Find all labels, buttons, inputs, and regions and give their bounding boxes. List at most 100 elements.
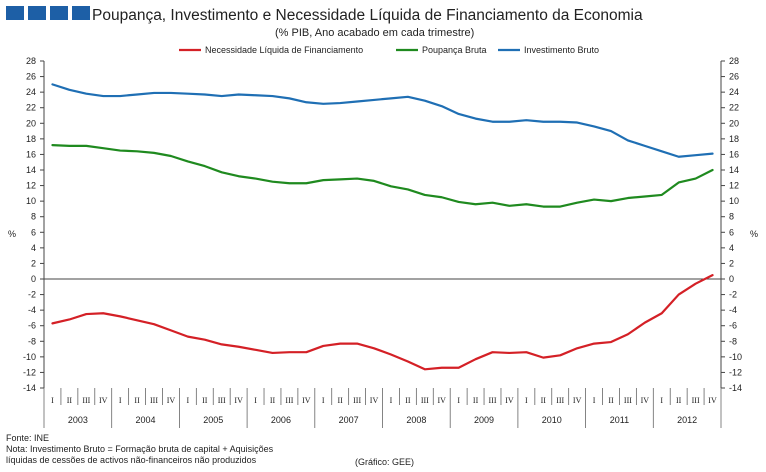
chart-title: Poupança, Investimento e Necessidade Líq… [92, 7, 643, 24]
y-tick-label-right: 12 [729, 181, 739, 191]
x-year-label: 2004 [136, 415, 156, 425]
x-quarter-label: II [405, 396, 411, 405]
x-quarter-label: III [692, 396, 700, 405]
y-tick-label-left: 22 [26, 103, 36, 113]
x-quarter-label: IV [370, 396, 379, 405]
x-quarter-label: III [285, 396, 293, 405]
x-year-label: 2009 [474, 415, 494, 425]
x-quarter-label: III [82, 396, 90, 405]
x-quarter-label: II [608, 396, 614, 405]
x-quarter-label: III [353, 396, 361, 405]
y-tick-label-right: 0 [729, 274, 734, 284]
y-tick-label-left: -10 [23, 352, 36, 362]
x-quarter-label: I [593, 396, 596, 405]
y-tick-label-left: 10 [26, 196, 36, 206]
y-tick-label-left: 24 [26, 87, 36, 97]
y-tick-label-right: 2 [729, 258, 734, 268]
y-tick-label-left: 28 [26, 56, 36, 66]
y-tick-label-left: -14 [23, 383, 36, 393]
y-tick-label-right: -2 [729, 290, 737, 300]
y-tick-label-right: 8 [729, 212, 734, 222]
x-quarter-label: IV [234, 396, 243, 405]
x-quarter-label: IV [573, 396, 582, 405]
y-tick-label-right: -12 [729, 367, 742, 377]
x-quarter-label: IV [438, 396, 447, 405]
brand-block [72, 6, 90, 20]
source-note: Fonte: INE [6, 433, 50, 443]
brand-block [28, 6, 46, 20]
x-quarter-label: III [556, 396, 564, 405]
brand-blocks [6, 6, 90, 20]
y-tick-label-right: 20 [729, 118, 739, 128]
definition-note-line2: líquidas de cessões de activos não-finan… [6, 455, 257, 465]
x-quarter-label: II [67, 396, 73, 405]
x-quarter-label: IV [505, 396, 514, 405]
y-unit-label-left: % [8, 229, 16, 239]
y-tick-label-left: 12 [26, 181, 36, 191]
y-tick-label-right: -4 [729, 305, 737, 315]
y-tick-label-left: 8 [31, 212, 36, 222]
y-tick-label-right: -6 [729, 321, 737, 331]
x-quarter-label: IV [641, 396, 650, 405]
y-tick-label-left: 14 [26, 165, 36, 175]
x-quarter-label: III [421, 396, 429, 405]
y-unit-label-right: % [750, 229, 758, 239]
series-line-poupanca [51, 143, 714, 208]
x-quarter-label: III [150, 396, 158, 405]
x-year-label: 2011 [610, 415, 629, 425]
y-tick-label-left: 18 [26, 134, 36, 144]
y-tick-label-left: -6 [28, 321, 36, 331]
y-tick-label-right: -14 [729, 383, 742, 393]
x-quarter-label: II [541, 396, 547, 405]
y-tick-label-left: -12 [23, 367, 36, 377]
x-quarter-label: II [338, 396, 344, 405]
brand-block [6, 6, 24, 20]
y-tick-label-right: -8 [729, 336, 737, 346]
y-tick-label-left: 16 [26, 149, 36, 159]
x-quarter-label: II [202, 396, 208, 405]
y-tick-label-right: 26 [729, 72, 739, 82]
y-tick-label-right: 18 [729, 134, 739, 144]
y-tick-label-right: 24 [729, 87, 739, 97]
definition-note-line1: Nota: Investimento Bruto = Formação brut… [6, 444, 274, 454]
x-quarter-label: IV [302, 396, 311, 405]
y-tick-label-left: 0 [31, 274, 36, 284]
chart-credit: (Gráfico: GEE) [355, 457, 415, 467]
x-quarter-label: I [525, 396, 528, 405]
x-year-label: 2005 [203, 415, 223, 425]
x-quarter-label: II [676, 396, 682, 405]
x-year-label: 2007 [339, 415, 359, 425]
y-tick-label-right: 10 [729, 196, 739, 206]
y-tick-label-right: 6 [729, 227, 734, 237]
x-quarter-label: I [660, 396, 663, 405]
x-year-label: 2008 [406, 415, 426, 425]
x-quarter-label: I [187, 396, 190, 405]
y-tick-label-right: 16 [729, 149, 739, 159]
x-quarter-label: II [270, 396, 276, 405]
series-line-investimento [51, 83, 714, 158]
y-tick-label-right: 28 [729, 56, 739, 66]
y-tick-label-left: -4 [28, 305, 36, 315]
x-quarter-label: I [390, 396, 393, 405]
x-quarter-label: I [457, 396, 460, 405]
y-tick-label-right: 14 [729, 165, 739, 175]
x-quarter-label: I [322, 396, 325, 405]
legend-label-necessidade: Necessidade Líquida de Financiamento [205, 45, 363, 55]
y-tick-label-right: -10 [729, 352, 742, 362]
y-tick-label-left: 2 [31, 258, 36, 268]
x-year-label: 2012 [677, 415, 697, 425]
x-quarter-label: II [473, 396, 479, 405]
x-year-label: 2010 [542, 415, 562, 425]
x-quarter-label: III [624, 396, 632, 405]
x-quarter-label: II [134, 396, 140, 405]
y-tick-label-left: -8 [28, 336, 36, 346]
series-line-necessidade [51, 274, 714, 371]
y-tick-label-right: 22 [729, 103, 739, 113]
y-tick-label-right: 4 [729, 243, 734, 253]
legend-label-poupanca: Poupança Bruta [422, 45, 487, 55]
brand-block [50, 6, 68, 20]
chart-subtitle: (% PIB, Ano acabado em cada trimestre) [275, 27, 475, 39]
y-tick-label-left: -2 [28, 290, 36, 300]
